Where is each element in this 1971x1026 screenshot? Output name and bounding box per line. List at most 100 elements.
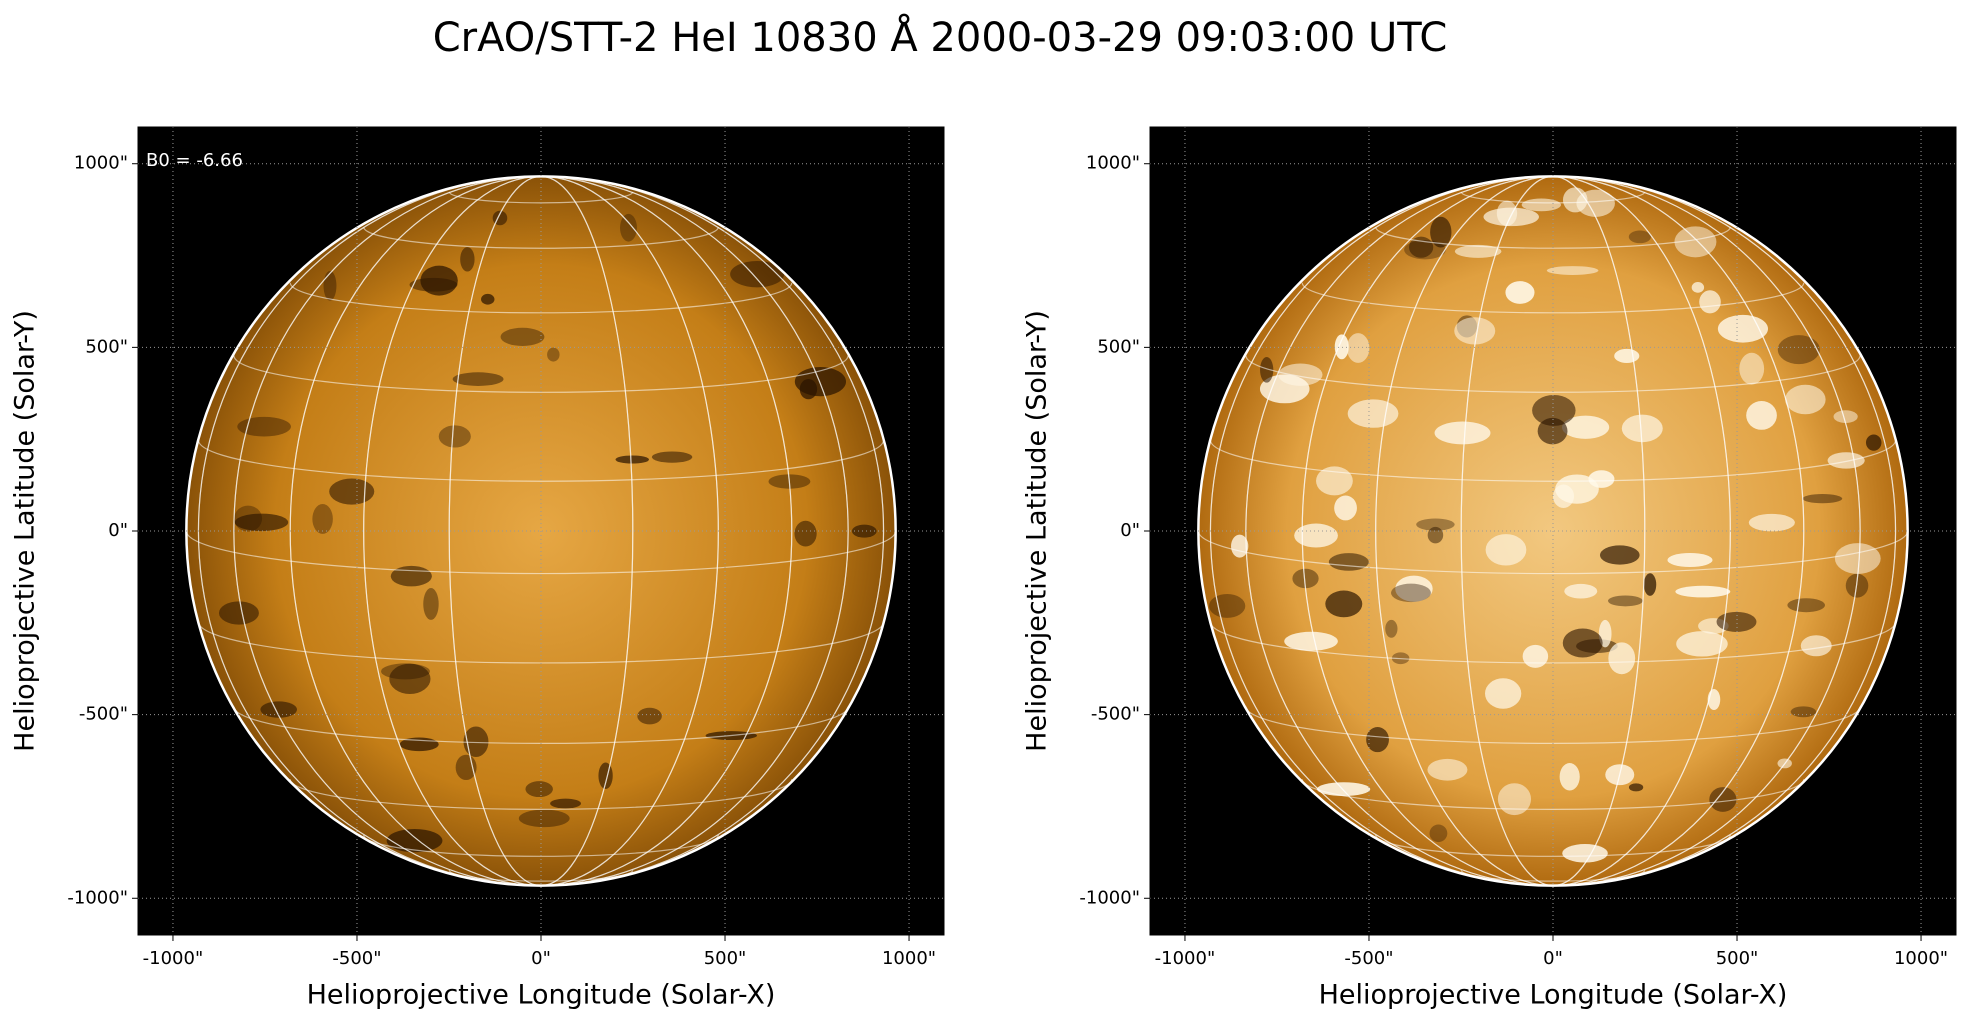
filament [218, 601, 259, 625]
bright-patch [1454, 317, 1496, 345]
figure-title: CrAO/STT-2 HeI 10830 Å 2000-03-29 09:03:… [433, 13, 1448, 61]
image-panel [1150, 127, 1956, 935]
bright-patch [1434, 421, 1491, 445]
bright-patch [1454, 244, 1502, 258]
parallel [1209, 440, 1897, 482]
y-tick-label: 0" [1120, 520, 1140, 541]
filament [455, 754, 477, 781]
image-panel [138, 127, 944, 935]
y-axis-label: Helioprojective Latitude (Solar-Y) [10, 310, 41, 752]
bright-patch [1485, 534, 1527, 566]
filament [312, 504, 333, 534]
filament [794, 520, 817, 547]
filament [463, 726, 489, 757]
meridian [233, 176, 849, 886]
parallel [1209, 621, 1897, 664]
filament [1787, 598, 1825, 613]
filament [1416, 518, 1455, 531]
filament [637, 707, 662, 725]
bright-patch [1496, 200, 1518, 226]
x-tick-label: -1000" [143, 948, 204, 969]
bright-patch [1259, 374, 1310, 404]
parallel [363, 226, 719, 249]
y-axis-label: Helioprojective Latitude (Solar-Y) [1022, 310, 1053, 752]
filament [1562, 628, 1603, 658]
bright-patch [1427, 758, 1468, 781]
bright-patch [1347, 399, 1399, 428]
filament [1325, 590, 1363, 618]
filament [550, 798, 581, 809]
bright-patch [1562, 187, 1588, 213]
filament [1802, 494, 1843, 504]
filament [1260, 357, 1274, 383]
meridian [1245, 176, 1861, 886]
filament [525, 781, 553, 798]
x-tick-label: 0" [531, 948, 551, 969]
bright-patch [1827, 452, 1865, 469]
filament [237, 416, 291, 437]
y-tick-label: -500" [1091, 704, 1140, 725]
filament [438, 425, 471, 448]
bright-patch [1676, 631, 1728, 657]
bright-patch [1555, 474, 1599, 504]
filament [1292, 568, 1319, 589]
x-axis-label: Helioprojective Longitude (Solar-X) [1319, 980, 1788, 1011]
axes-frame [1149, 126, 1957, 936]
parallel [289, 779, 793, 810]
bright-patch [1667, 553, 1713, 567]
bright-patch [1505, 281, 1535, 304]
bright-patch [1746, 401, 1777, 430]
bright-patch [1717, 314, 1769, 343]
filament [518, 809, 570, 828]
filament [1628, 783, 1644, 792]
filament [386, 829, 443, 853]
bright-patch [1294, 523, 1338, 548]
bright-patch [1395, 575, 1433, 602]
parallel [186, 530, 896, 575]
parallel [289, 282, 793, 314]
filament [1865, 434, 1882, 451]
bright-patch [1564, 583, 1598, 599]
filament [651, 451, 693, 463]
filament [452, 372, 504, 386]
bright-patch [1800, 635, 1832, 657]
x-tick-label: -500" [1344, 948, 1393, 969]
y-tick-label: 0" [108, 520, 128, 541]
x-tick-label: -1000" [1155, 948, 1216, 969]
y-tick-label: 1000" [74, 153, 128, 174]
parallel [197, 621, 885, 664]
filament [1628, 230, 1651, 244]
filament [1366, 726, 1389, 753]
bright-patch [1334, 495, 1357, 521]
filament [481, 293, 495, 305]
parallel [448, 191, 634, 204]
x-tick-label: 500" [1716, 948, 1759, 969]
filament [1709, 787, 1737, 812]
bright-patch [1559, 763, 1580, 791]
y-tick-label: 500" [1097, 336, 1140, 357]
axes-frame [137, 126, 945, 936]
parallel [1301, 779, 1805, 810]
bright-patch [1785, 384, 1826, 415]
meridian [1460, 176, 1646, 886]
annotation: B0 = -6.66 [146, 150, 243, 171]
bright-patch [1521, 198, 1562, 212]
filament [547, 347, 560, 362]
parallel [1460, 191, 1646, 204]
filament [260, 701, 298, 718]
x-tick-label: 1000" [882, 948, 936, 969]
filament [1427, 526, 1444, 544]
bright-patch [1739, 352, 1765, 385]
parallel [1198, 530, 1908, 575]
filament [1790, 706, 1817, 718]
bright-patch [1748, 513, 1795, 532]
parallel [1301, 282, 1805, 314]
parallel [233, 355, 849, 393]
bright-patch [1608, 642, 1636, 675]
filament [1390, 583, 1431, 603]
filament [329, 478, 375, 505]
filament [1429, 824, 1448, 843]
bright-patch [1546, 266, 1599, 275]
filament [1608, 595, 1643, 607]
